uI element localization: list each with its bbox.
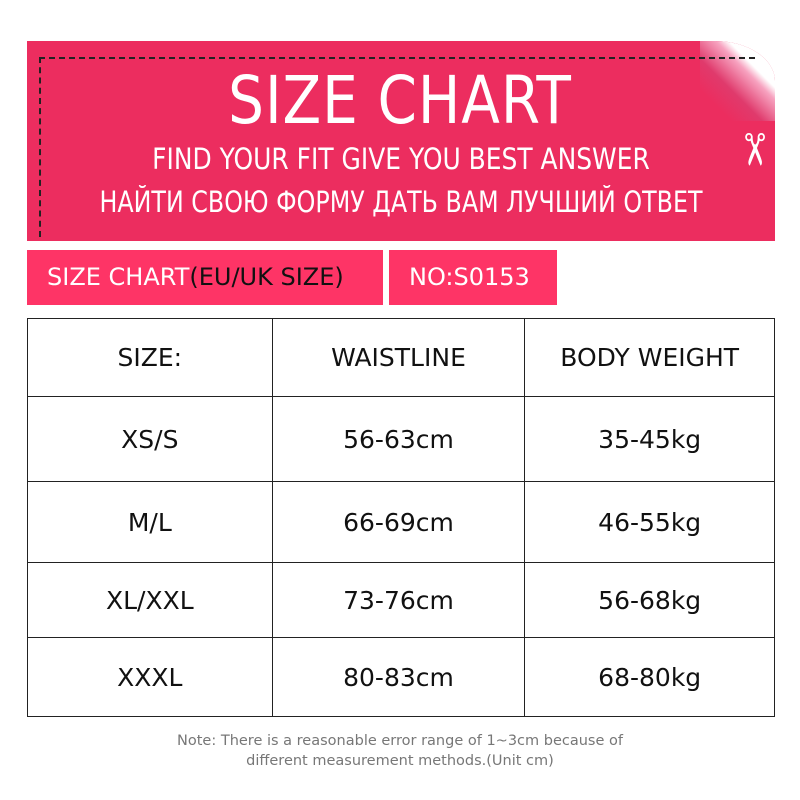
cell-waistline: 56-63cm [271,396,526,482]
header-size: SIZE: [27,318,273,397]
dashed-cut-line [39,57,755,237]
table-row: M/L 66-69cm 46-55kg [27,481,775,563]
header-waistline: WAISTLINE [271,318,526,397]
cell-weight: 68-80kg [524,637,775,717]
cell-weight: 35-45kg [524,396,775,482]
cell-weight: 56-68kg [524,562,775,638]
cell-waistline: 66-69cm [271,481,526,563]
measurement-note: Note: There is a reasonable error range … [0,731,800,771]
page-title: SIZE CHART [228,62,572,139]
subtitle-english: FIND YOUR FIT GIVE YOU BEST ANSWER [152,142,650,176]
cell-size: XS/S [27,396,273,482]
table-row: XL/XXL 73-76cm 56-68kg [27,562,775,638]
cell-size: XXXL [27,637,273,717]
note-line-2: different measurement methods.(Unit cm) [246,753,554,769]
size-region-label: (EU/UK SIZE) [189,263,344,291]
table-row: XXXL 80-83cm 68-80kg [27,637,775,717]
scissors-icon: ✂ [727,131,779,168]
size-chart-tag: SIZE CHART(EU/UK SIZE) [27,250,383,305]
cell-size: XL/XXL [27,562,273,638]
header-banner [27,41,775,241]
cell-weight: 46-55kg [524,481,775,563]
size-chart-label: SIZE CHART [47,263,190,291]
note-line-1: Note: There is a reasonable error range … [177,733,623,749]
product-number-tag: NO:S0153 [389,250,557,305]
product-number: NO:S0153 [409,263,530,291]
cell-size: M/L [27,481,273,563]
subtitle-russian: НАЙТИ СВОЮ ФОРМУ ДАТЬ ВАМ ЛУЧШИЙ ОТВЕТ [99,185,703,219]
cell-waistline: 80-83cm [271,637,526,717]
size-table: SIZE: WAISTLINE BODY WEIGHT XS/S 56-63cm… [27,318,775,717]
table-row: XS/S 56-63cm 35-45kg [27,396,775,482]
cell-waistline: 73-76cm [271,562,526,638]
table-header-row: SIZE: WAISTLINE BODY WEIGHT [27,318,775,397]
header-body-weight: BODY WEIGHT [524,318,775,397]
